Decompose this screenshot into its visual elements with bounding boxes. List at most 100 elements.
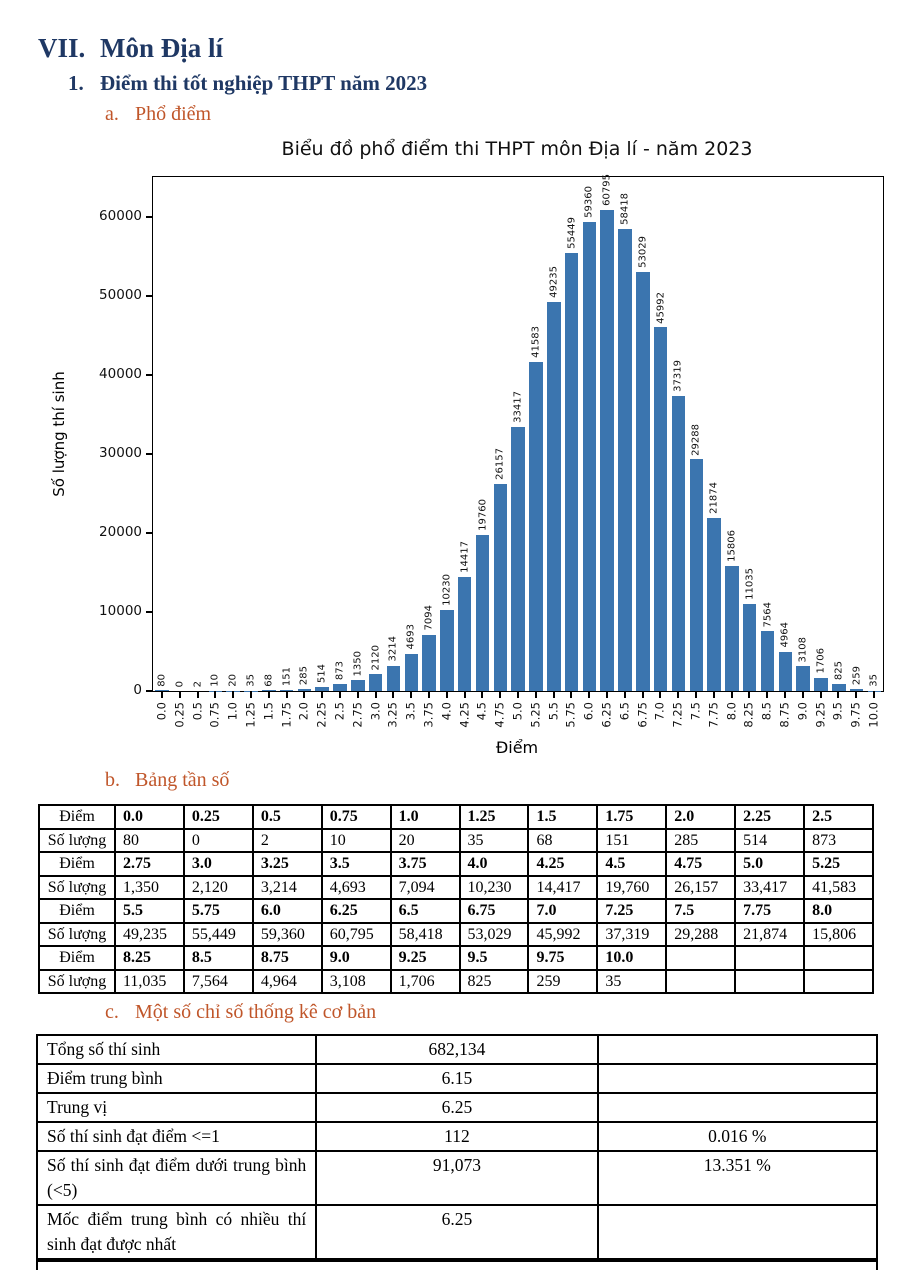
bar-slot: 49235	[545, 177, 563, 691]
freq-cell: 2.75	[114, 851, 185, 877]
bar	[440, 610, 454, 691]
x-tick-mark	[730, 691, 733, 698]
y-tick-label: 60000	[99, 207, 142, 224]
bar-slot: 26157	[491, 177, 509, 691]
freq-cell: 41,583	[803, 874, 874, 900]
x-tick-label: 2.5	[332, 702, 347, 721]
freq-cell: 5.25	[803, 851, 874, 877]
stats-label: Số thí sinh đạt điểm <=1	[35, 1121, 318, 1152]
x-tick-mark	[338, 691, 341, 698]
freq-cell: 35	[596, 968, 668, 994]
x-tick-label: 4.75	[492, 702, 507, 728]
freq-cell: 4.5	[596, 851, 668, 877]
x-tick-mark	[481, 691, 484, 698]
x-axis-label: Điểm	[495, 738, 539, 757]
bar-value-label: 2	[192, 680, 204, 687]
bar-value-label: 14417	[459, 541, 471, 573]
freq-cell: 15,806	[803, 921, 874, 947]
bar-value-label: 58418	[619, 193, 631, 226]
bar-slot: 11035	[741, 177, 759, 691]
bar-value-label: 0	[174, 680, 186, 687]
x-tick-mark	[677, 691, 680, 698]
x-tick-label: 5.5	[546, 702, 561, 721]
freq-cell: 59,360	[251, 921, 323, 947]
chart-title: Biểu đồ phổ điểm thi THPT môn Địa lí - n…	[281, 138, 753, 160]
bar	[404, 653, 419, 691]
bar-value-label: 60795	[601, 174, 613, 207]
freq-cell	[665, 945, 737, 971]
freq-row-label: Số lượng	[38, 921, 116, 947]
x-tick-mark	[214, 691, 217, 698]
bar	[279, 689, 294, 691]
stats-label: Điểm trung bình	[35, 1063, 318, 1094]
stats-value: 91,073	[315, 1150, 599, 1206]
bar-slot: 1706	[812, 177, 830, 691]
bar	[547, 301, 561, 691]
y-tick-label: 30000	[99, 444, 142, 461]
freq-cell: 7,564	[182, 968, 254, 994]
bar-slot: 1350	[349, 177, 367, 691]
x-tick-label: 5.0	[510, 702, 525, 721]
x-tick-label: 8.0	[724, 702, 739, 721]
stats-value: 6.15	[315, 1063, 599, 1094]
freq-row-label: Điểm	[38, 804, 116, 830]
freq-cell: 10.0	[596, 945, 668, 971]
bar	[315, 686, 329, 691]
x-tick-label: 3.0	[368, 702, 383, 721]
x-tick-mark	[160, 691, 163, 698]
freq-cell: 3,108	[320, 968, 392, 994]
item-c-number: c.	[105, 1001, 119, 1023]
bar	[493, 484, 508, 691]
freq-cell: 45,992	[527, 921, 599, 947]
stats-row: Điểm trung bình 6.15	[35, 1063, 879, 1094]
x-tick-label: 1.75	[279, 702, 294, 728]
x-tick-mark	[623, 691, 626, 698]
y-tick-mark	[146, 690, 153, 692]
item-b-title: Bảng tần số	[135, 769, 230, 791]
freq-cell: 259	[527, 968, 599, 994]
bar-value-label: 7564	[762, 601, 774, 628]
stats-value: 682,134	[315, 1034, 599, 1065]
freq-cell: 8.75	[251, 945, 323, 971]
x-tick-label: 2.0	[296, 702, 311, 721]
bar-value-label: 10230	[441, 574, 453, 607]
section-title: Môn Địa lí	[100, 33, 224, 63]
stats-value: 6.25	[315, 1092, 599, 1123]
bar	[849, 688, 864, 691]
bar	[457, 577, 472, 691]
x-tick-mark	[321, 691, 324, 698]
freq-cell: 5.0	[734, 851, 806, 877]
x-tick-mark	[427, 691, 430, 698]
freq-cell: 80	[114, 827, 185, 853]
x-tick-label: 1.0	[225, 702, 240, 721]
x-tick-mark	[517, 691, 519, 698]
bar-slot: 514	[313, 177, 331, 691]
x-tick-mark	[410, 691, 413, 698]
x-tick-mark	[784, 691, 787, 698]
bar	[368, 674, 383, 691]
freq-cell: 29,288	[665, 921, 737, 947]
stats-row: Số thí sinh đạt điểm dưới trung bình (<5…	[35, 1150, 879, 1206]
freq-cell	[803, 968, 874, 994]
stats-percent	[596, 1092, 879, 1123]
bar	[475, 534, 490, 691]
bar	[689, 459, 704, 691]
bar-value-label: 21874	[708, 482, 720, 515]
bar-slot: 58418	[616, 177, 634, 691]
bar-slot: 60795	[598, 174, 616, 691]
bar-value-label: 20	[227, 674, 239, 687]
freq-cell: 1.25	[458, 804, 530, 830]
bar-value-label: 37319	[672, 360, 684, 392]
freq-cell: 8.25	[114, 945, 185, 971]
bar-value-label: 35	[245, 674, 257, 687]
bar-slot: 2	[189, 177, 207, 691]
x-tick-mark	[819, 691, 822, 698]
x-tick-mark	[801, 691, 804, 698]
stats-label: Mốc điểm trung bình có nhiều thí sinh đạ…	[35, 1204, 318, 1260]
bar-slot: 41583	[527, 177, 545, 691]
x-tick-label: 9.25	[813, 702, 828, 728]
x-tick-mark	[748, 691, 751, 698]
bar	[386, 665, 401, 691]
freq-cell: 3.25	[251, 851, 323, 877]
freq-cell	[665, 968, 737, 994]
